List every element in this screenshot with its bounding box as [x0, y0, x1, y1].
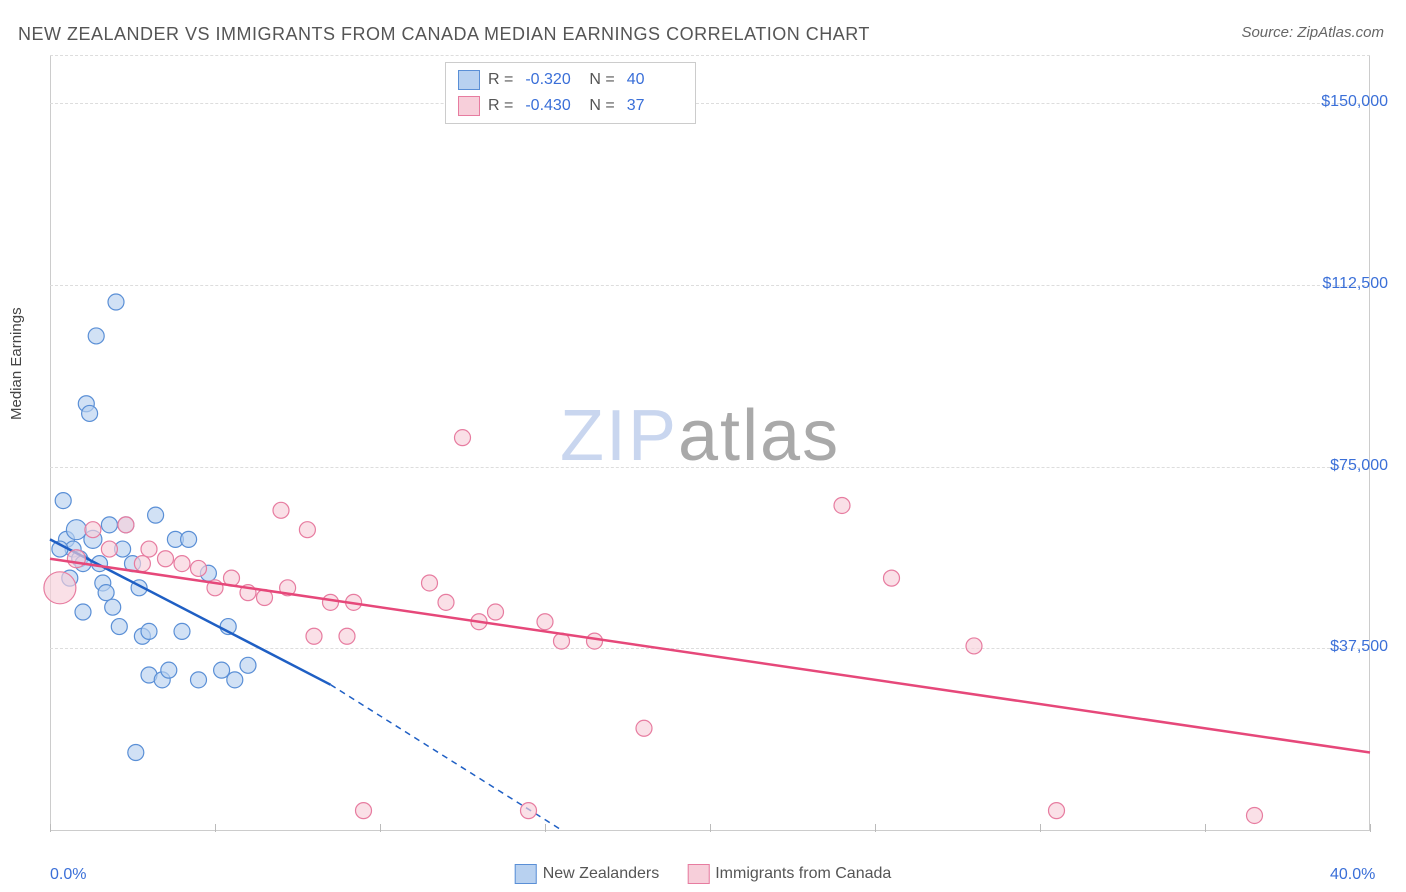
data-point	[128, 745, 144, 761]
data-point	[101, 541, 117, 557]
source-label: Source: ZipAtlas.com	[1241, 24, 1384, 41]
legend-row: R = -0.430 N = 37	[458, 93, 683, 119]
data-point	[161, 662, 177, 678]
data-point	[158, 551, 174, 567]
legend-r-value: -0.430	[525, 97, 581, 115]
legend-n-label: N =	[589, 71, 614, 89]
data-point	[118, 517, 134, 533]
x-tick	[1370, 824, 1371, 832]
correlation-legend: R = -0.320 N = 40 R = -0.430 N = 37	[445, 62, 696, 124]
trend-line	[50, 559, 1370, 753]
data-point	[181, 531, 197, 547]
legend-label: New Zealanders	[543, 865, 660, 882]
legend-swatch	[458, 96, 480, 116]
data-point	[75, 604, 91, 620]
legend-swatch	[687, 864, 709, 884]
data-point	[141, 541, 157, 557]
data-point	[82, 405, 98, 421]
data-point	[111, 619, 127, 635]
legend-n-label: N =	[589, 97, 614, 115]
series-legend: New Zealanders Immigrants from Canada	[515, 864, 892, 884]
data-point	[98, 585, 114, 601]
data-point	[108, 294, 124, 310]
legend-item: New Zealanders	[515, 864, 660, 884]
y-axis-label: Median Earnings	[8, 307, 25, 420]
legend-swatch	[458, 70, 480, 90]
data-point	[438, 594, 454, 610]
legend-r-value: -0.320	[525, 71, 581, 89]
data-point	[422, 575, 438, 591]
data-point	[227, 672, 243, 688]
data-point	[174, 556, 190, 572]
data-point	[1049, 803, 1065, 819]
data-point	[191, 672, 207, 688]
data-point	[521, 803, 537, 819]
data-point	[299, 522, 315, 538]
data-point	[88, 328, 104, 344]
legend-item: Immigrants from Canada	[687, 864, 891, 884]
data-point	[105, 599, 121, 615]
data-point	[240, 657, 256, 673]
data-point	[636, 720, 652, 736]
data-point	[85, 522, 101, 538]
data-point	[273, 502, 289, 518]
data-point	[537, 614, 553, 630]
x-tick-label: 0.0%	[50, 866, 86, 884]
legend-n-value: 37	[627, 97, 683, 115]
scatter-plot	[50, 55, 1370, 830]
legend-swatch	[515, 864, 537, 884]
data-point	[101, 517, 117, 533]
legend-r-label: R =	[488, 97, 513, 115]
data-point	[488, 604, 504, 620]
data-point	[67, 550, 85, 568]
data-point	[174, 623, 190, 639]
data-point	[966, 638, 982, 654]
x-tick-label: 40.0%	[1330, 866, 1375, 884]
data-point	[306, 628, 322, 644]
data-point	[884, 570, 900, 586]
data-point	[44, 572, 76, 604]
legend-label: Immigrants from Canada	[715, 865, 891, 882]
data-point	[356, 803, 372, 819]
data-point	[191, 560, 207, 576]
legend-row: R = -0.320 N = 40	[458, 67, 683, 93]
data-point	[148, 507, 164, 523]
data-point	[1247, 807, 1263, 823]
data-point	[339, 628, 355, 644]
legend-n-value: 40	[627, 71, 683, 89]
data-point	[141, 623, 157, 639]
data-point	[323, 594, 339, 610]
data-point	[214, 662, 230, 678]
data-point	[66, 520, 86, 540]
data-point	[134, 556, 150, 572]
legend-r-label: R =	[488, 71, 513, 89]
data-point	[55, 493, 71, 509]
data-point	[455, 430, 471, 446]
data-point	[587, 633, 603, 649]
chart-title: NEW ZEALANDER VS IMMIGRANTS FROM CANADA …	[18, 24, 870, 45]
data-point	[834, 497, 850, 513]
